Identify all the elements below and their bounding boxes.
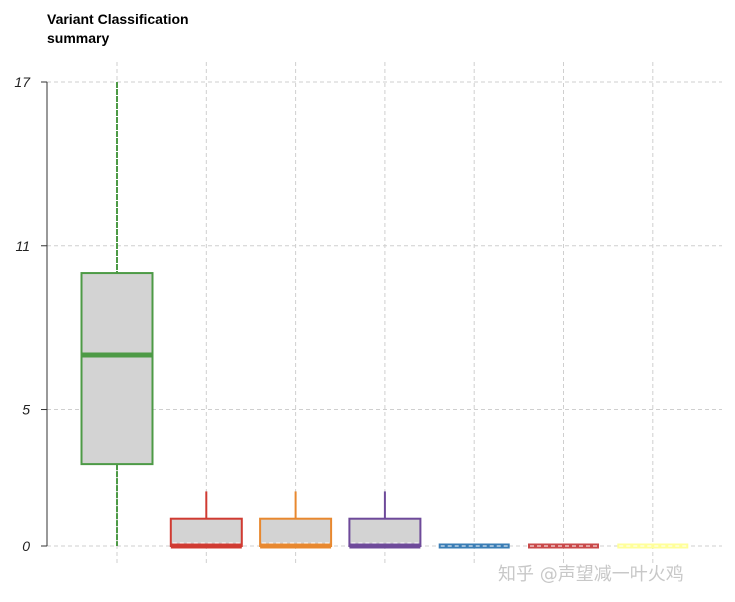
y-tick-label-1: 5 [22, 402, 30, 418]
watermark-text: 知乎 @声望减一叶火鸡 [498, 564, 684, 585]
y-tick-label-2: 11 [15, 238, 30, 254]
box-flat-6 [617, 543, 689, 549]
y-axis: 0 5 11 17 [14, 74, 48, 554]
box-body-1 [169, 517, 243, 547]
box-4 [438, 543, 510, 549]
box-layer [80, 82, 689, 549]
box-flat-4 [438, 543, 510, 549]
box-2 [259, 491, 333, 549]
box-body-2 [259, 517, 333, 547]
box-body-3 [348, 517, 422, 547]
y-tick-label-3: 17 [14, 74, 31, 90]
box-1 [169, 491, 243, 549]
box-6 [617, 543, 689, 549]
box-0 [80, 82, 154, 546]
box-flat-5 [528, 543, 599, 549]
y-tick-label-0: 0 [22, 538, 30, 554]
chart-title: Variant Classification summary [47, 11, 189, 46]
box-3 [348, 491, 422, 549]
box-body-0 [80, 272, 154, 466]
box-5 [528, 543, 599, 549]
